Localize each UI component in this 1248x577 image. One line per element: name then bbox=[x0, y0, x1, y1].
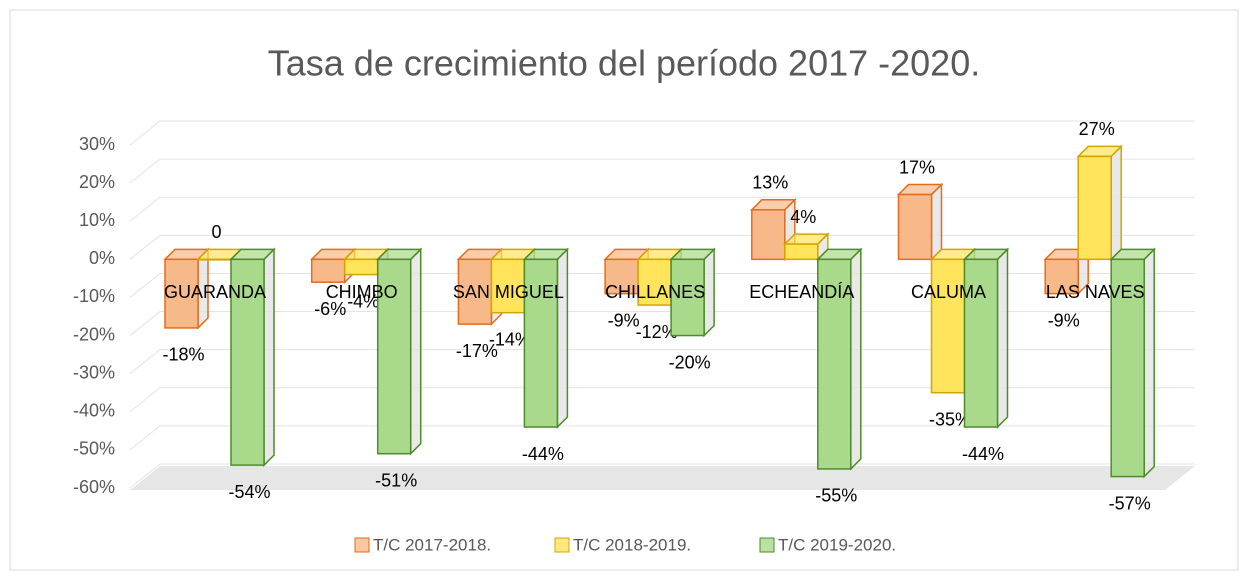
data-label: 17% bbox=[899, 157, 935, 177]
x-tick-label: ECHEANDÍA bbox=[749, 282, 854, 302]
data-label: -4% bbox=[347, 291, 379, 311]
x-tick-label: CHIMBO bbox=[326, 282, 398, 302]
grid-line bbox=[129, 158, 1195, 184]
y-tick-label: -30% bbox=[73, 362, 115, 382]
data-label: -54% bbox=[228, 482, 270, 502]
bar bbox=[1109, 247, 1157, 479]
bar bbox=[962, 247, 1010, 429]
y-tick-label: 10% bbox=[79, 210, 115, 230]
x-tick-label: CALUMA bbox=[911, 282, 986, 302]
bar-front bbox=[1110, 258, 1145, 478]
bar-front bbox=[751, 209, 786, 261]
bar bbox=[1043, 247, 1091, 296]
bar bbox=[815, 247, 863, 471]
floor bbox=[130, 466, 1195, 490]
legend-label: T/C 2019-2020. bbox=[778, 535, 896, 554]
x-tick-label: LAS NAVES bbox=[1046, 282, 1145, 302]
bar bbox=[522, 247, 570, 429]
y-tick-label: -60% bbox=[73, 477, 115, 497]
bar-front bbox=[897, 193, 933, 261]
bar-front bbox=[376, 258, 412, 455]
y-tick-label: -20% bbox=[73, 324, 115, 344]
data-label: -55% bbox=[815, 486, 857, 506]
grid-line bbox=[129, 120, 1195, 146]
bar bbox=[669, 247, 716, 338]
bar bbox=[896, 182, 944, 262]
bar-front bbox=[457, 258, 493, 325]
bar-front bbox=[784, 243, 819, 261]
bar-front bbox=[930, 258, 966, 394]
data-label: -20% bbox=[669, 352, 711, 372]
x-tick-label: GUARANDA bbox=[164, 282, 266, 302]
legend-label: T/C 2017-2018. bbox=[373, 535, 491, 554]
legend-label: T/C 2018-2019. bbox=[573, 535, 691, 554]
grid-line bbox=[129, 234, 1195, 260]
bar-front bbox=[310, 258, 346, 283]
data-label: -9% bbox=[1048, 310, 1080, 330]
data-label: -9% bbox=[608, 310, 640, 330]
bar-front bbox=[817, 258, 852, 470]
bar-side bbox=[409, 247, 422, 456]
bar-front bbox=[343, 258, 379, 276]
legend-swatch bbox=[554, 537, 570, 553]
bar bbox=[229, 247, 276, 467]
y-tick-label: 30% bbox=[79, 134, 115, 154]
data-label: -51% bbox=[375, 470, 417, 490]
bar-side bbox=[1110, 144, 1122, 262]
y-tick-label: 0% bbox=[89, 248, 115, 268]
legend-swatch bbox=[759, 537, 775, 553]
chart-title: Tasa de crecimiento del período 2017 -20… bbox=[268, 43, 980, 84]
bar-front bbox=[604, 258, 639, 295]
data-label: 13% bbox=[752, 173, 788, 193]
data-label: -18% bbox=[162, 345, 204, 365]
bar-front bbox=[230, 258, 265, 466]
bar-side bbox=[1143, 247, 1155, 479]
bar-front bbox=[1077, 155, 1112, 261]
y-tick-label: -50% bbox=[73, 439, 115, 459]
bar-front bbox=[164, 258, 199, 329]
bar bbox=[163, 247, 210, 330]
bar bbox=[1076, 144, 1124, 262]
x-tick-label: SAN MIGUEL bbox=[453, 282, 564, 302]
bar-front bbox=[963, 258, 999, 428]
data-label: -17% bbox=[456, 341, 498, 361]
bar-front bbox=[523, 258, 559, 428]
data-label: 27% bbox=[1079, 119, 1115, 139]
bar-front bbox=[1044, 258, 1079, 295]
bar bbox=[375, 247, 423, 456]
x-tick-label: CHILLANES bbox=[605, 282, 705, 302]
data-label: -57% bbox=[1109, 493, 1151, 513]
data-label: -12% bbox=[636, 322, 678, 342]
bar-side bbox=[930, 182, 943, 262]
bar-side bbox=[556, 247, 569, 429]
data-label: -44% bbox=[522, 444, 564, 464]
data-label: -35% bbox=[929, 409, 971, 429]
legend-swatch bbox=[354, 537, 370, 553]
bar-side bbox=[996, 247, 1009, 429]
bar-front bbox=[197, 258, 232, 261]
data-label: -6% bbox=[314, 299, 346, 319]
data-label: -14% bbox=[489, 329, 531, 349]
y-tick-label: -10% bbox=[73, 286, 115, 306]
bar-side bbox=[703, 247, 715, 338]
data-label: 4% bbox=[790, 207, 816, 227]
grid-line bbox=[129, 196, 1195, 222]
y-tick-label: 20% bbox=[79, 172, 115, 192]
data-label: -44% bbox=[962, 444, 1004, 464]
y-tick-label: -40% bbox=[73, 401, 115, 421]
data-label: 0 bbox=[211, 222, 221, 242]
bar-front bbox=[670, 258, 705, 337]
